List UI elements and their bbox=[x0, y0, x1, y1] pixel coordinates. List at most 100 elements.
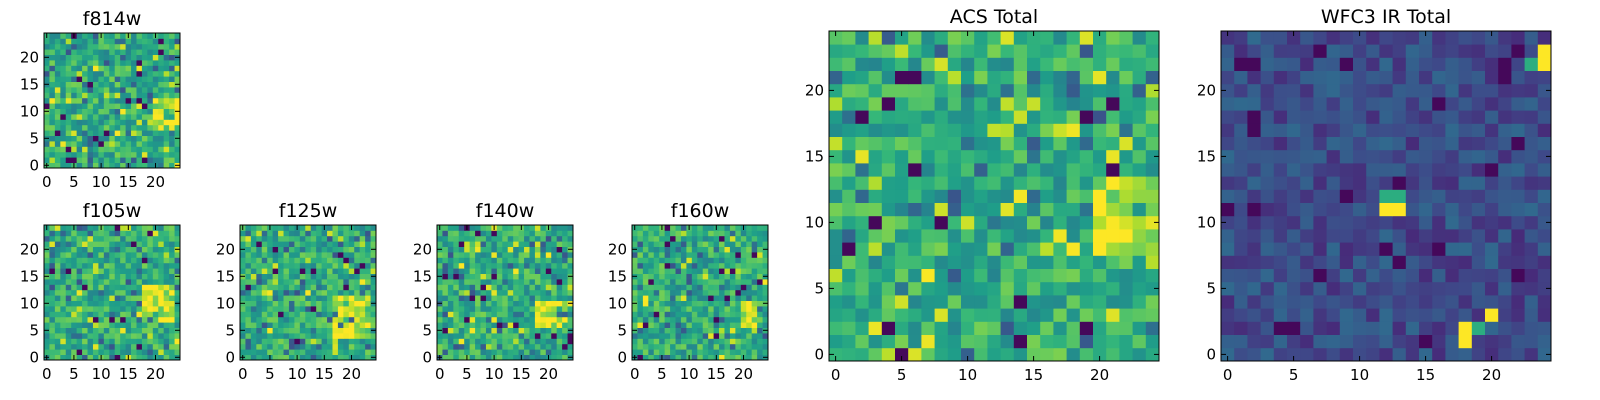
heatmap-cell bbox=[174, 257, 181, 264]
heatmap-cell bbox=[1132, 295, 1147, 309]
heatmap-cell bbox=[485, 295, 492, 301]
heatmap-cell bbox=[1221, 268, 1235, 283]
heatmap-cell bbox=[49, 103, 56, 109]
heatmap-cell bbox=[174, 268, 181, 274]
heatmap-cell bbox=[272, 349, 279, 355]
heatmap-cell bbox=[76, 87, 83, 93]
heatmap-cell bbox=[507, 300, 514, 307]
heatmap-cell bbox=[141, 162, 148, 169]
heatmap-cell bbox=[158, 114, 165, 120]
heatmap-cell bbox=[120, 225, 126, 231]
heatmap-cell bbox=[136, 49, 143, 55]
heatmap-cell bbox=[1537, 308, 1552, 322]
heatmap-cell bbox=[250, 241, 257, 247]
heatmap-cell bbox=[648, 225, 655, 231]
heatmap-cell bbox=[71, 108, 78, 115]
heatmap-cell bbox=[114, 284, 121, 291]
heatmap-cell bbox=[288, 273, 295, 280]
heatmap-cell bbox=[524, 295, 530, 301]
heatmap-cell bbox=[1313, 281, 1327, 296]
heatmap-cell bbox=[842, 215, 856, 230]
heatmap-cell bbox=[762, 338, 769, 345]
heatmap-cell bbox=[648, 349, 655, 355]
heatmap-cell bbox=[87, 273, 94, 280]
heatmap-cell bbox=[1145, 31, 1160, 45]
heatmap-cell bbox=[163, 225, 170, 231]
heatmap-cell bbox=[76, 322, 83, 328]
heatmap-cell bbox=[632, 262, 638, 269]
heatmap-cell bbox=[158, 316, 165, 323]
heatmap-cell bbox=[76, 70, 83, 77]
heatmap-cell bbox=[1093, 215, 1107, 230]
heatmap-cell bbox=[729, 333, 736, 339]
heatmap-cell bbox=[114, 135, 121, 142]
heatmap-cell bbox=[120, 316, 126, 323]
heatmap-cell bbox=[169, 92, 175, 99]
heatmap-cell bbox=[702, 311, 709, 318]
heatmap-cell bbox=[120, 273, 126, 280]
heatmap-cell bbox=[1445, 189, 1459, 203]
heatmap-cell bbox=[855, 123, 869, 137]
heatmap-cell bbox=[327, 279, 333, 285]
heatmap-cell bbox=[1445, 97, 1459, 111]
heatmap-cell bbox=[87, 322, 94, 328]
heatmap-cell bbox=[136, 333, 143, 339]
heatmap-cell bbox=[551, 252, 558, 258]
heatmap-cell bbox=[447, 284, 454, 291]
heatmap-cell bbox=[1326, 268, 1341, 283]
heatmap-cell bbox=[283, 349, 290, 355]
heatmap-cell bbox=[842, 136, 856, 151]
heatmap-cell bbox=[562, 327, 568, 334]
heatmap-cell bbox=[141, 246, 148, 253]
heatmap-cell bbox=[719, 295, 725, 301]
heatmap-cell bbox=[691, 333, 698, 339]
heatmap-cell bbox=[327, 306, 333, 312]
heatmap-cell bbox=[54, 49, 61, 55]
heatmap-cell bbox=[724, 252, 731, 258]
heatmap-cell bbox=[746, 289, 753, 296]
heatmap-cell bbox=[65, 289, 72, 296]
heatmap-cell bbox=[141, 76, 148, 82]
heatmap-cell bbox=[332, 343, 339, 350]
heatmap-cell bbox=[169, 300, 175, 307]
heatmap-cell bbox=[1066, 308, 1081, 322]
heatmap-cell bbox=[675, 262, 682, 269]
heatmap-cell bbox=[141, 43, 148, 50]
heatmap-cell bbox=[240, 349, 246, 355]
heatmap-cell bbox=[1221, 229, 1235, 243]
heatmap-cell bbox=[82, 279, 88, 285]
heatmap-cell bbox=[1300, 189, 1314, 203]
heatmap-cell bbox=[895, 136, 909, 151]
heatmap-cell bbox=[114, 97, 121, 104]
heatmap-cell bbox=[453, 354, 460, 361]
heatmap-cell bbox=[103, 141, 110, 147]
heatmap-cell bbox=[131, 135, 137, 142]
heatmap-cell bbox=[653, 230, 660, 237]
heatmap-cell bbox=[702, 343, 709, 350]
heatmap-cell bbox=[437, 295, 443, 301]
heatmap-cell bbox=[1379, 295, 1393, 309]
heatmap-cell bbox=[1234, 189, 1248, 203]
heatmap-cell bbox=[1260, 334, 1275, 349]
heatmap-cell bbox=[299, 279, 306, 285]
heatmap-cell bbox=[974, 70, 988, 85]
heatmap-cell bbox=[87, 252, 94, 258]
heatmap-cell bbox=[1419, 31, 1433, 45]
heatmap-cell bbox=[60, 246, 67, 253]
heatmap-cell bbox=[713, 252, 720, 258]
heatmap-cell bbox=[567, 268, 574, 274]
heatmap-cell bbox=[1471, 149, 1486, 164]
heatmap-cell bbox=[464, 273, 471, 280]
heatmap-cell bbox=[1326, 57, 1341, 71]
heatmap-cell bbox=[458, 262, 465, 269]
heatmap-cell bbox=[464, 279, 471, 285]
heatmap-cell bbox=[908, 215, 922, 230]
heatmap-cell bbox=[152, 103, 159, 109]
y-tick-label: 15 bbox=[20, 267, 39, 285]
heatmap-cell bbox=[310, 241, 317, 247]
heatmap-cell bbox=[343, 333, 350, 339]
heatmap-cell bbox=[65, 119, 72, 126]
heatmap-cell bbox=[87, 43, 94, 50]
heatmap-cell bbox=[65, 135, 72, 142]
heatmap-cell bbox=[961, 308, 975, 322]
